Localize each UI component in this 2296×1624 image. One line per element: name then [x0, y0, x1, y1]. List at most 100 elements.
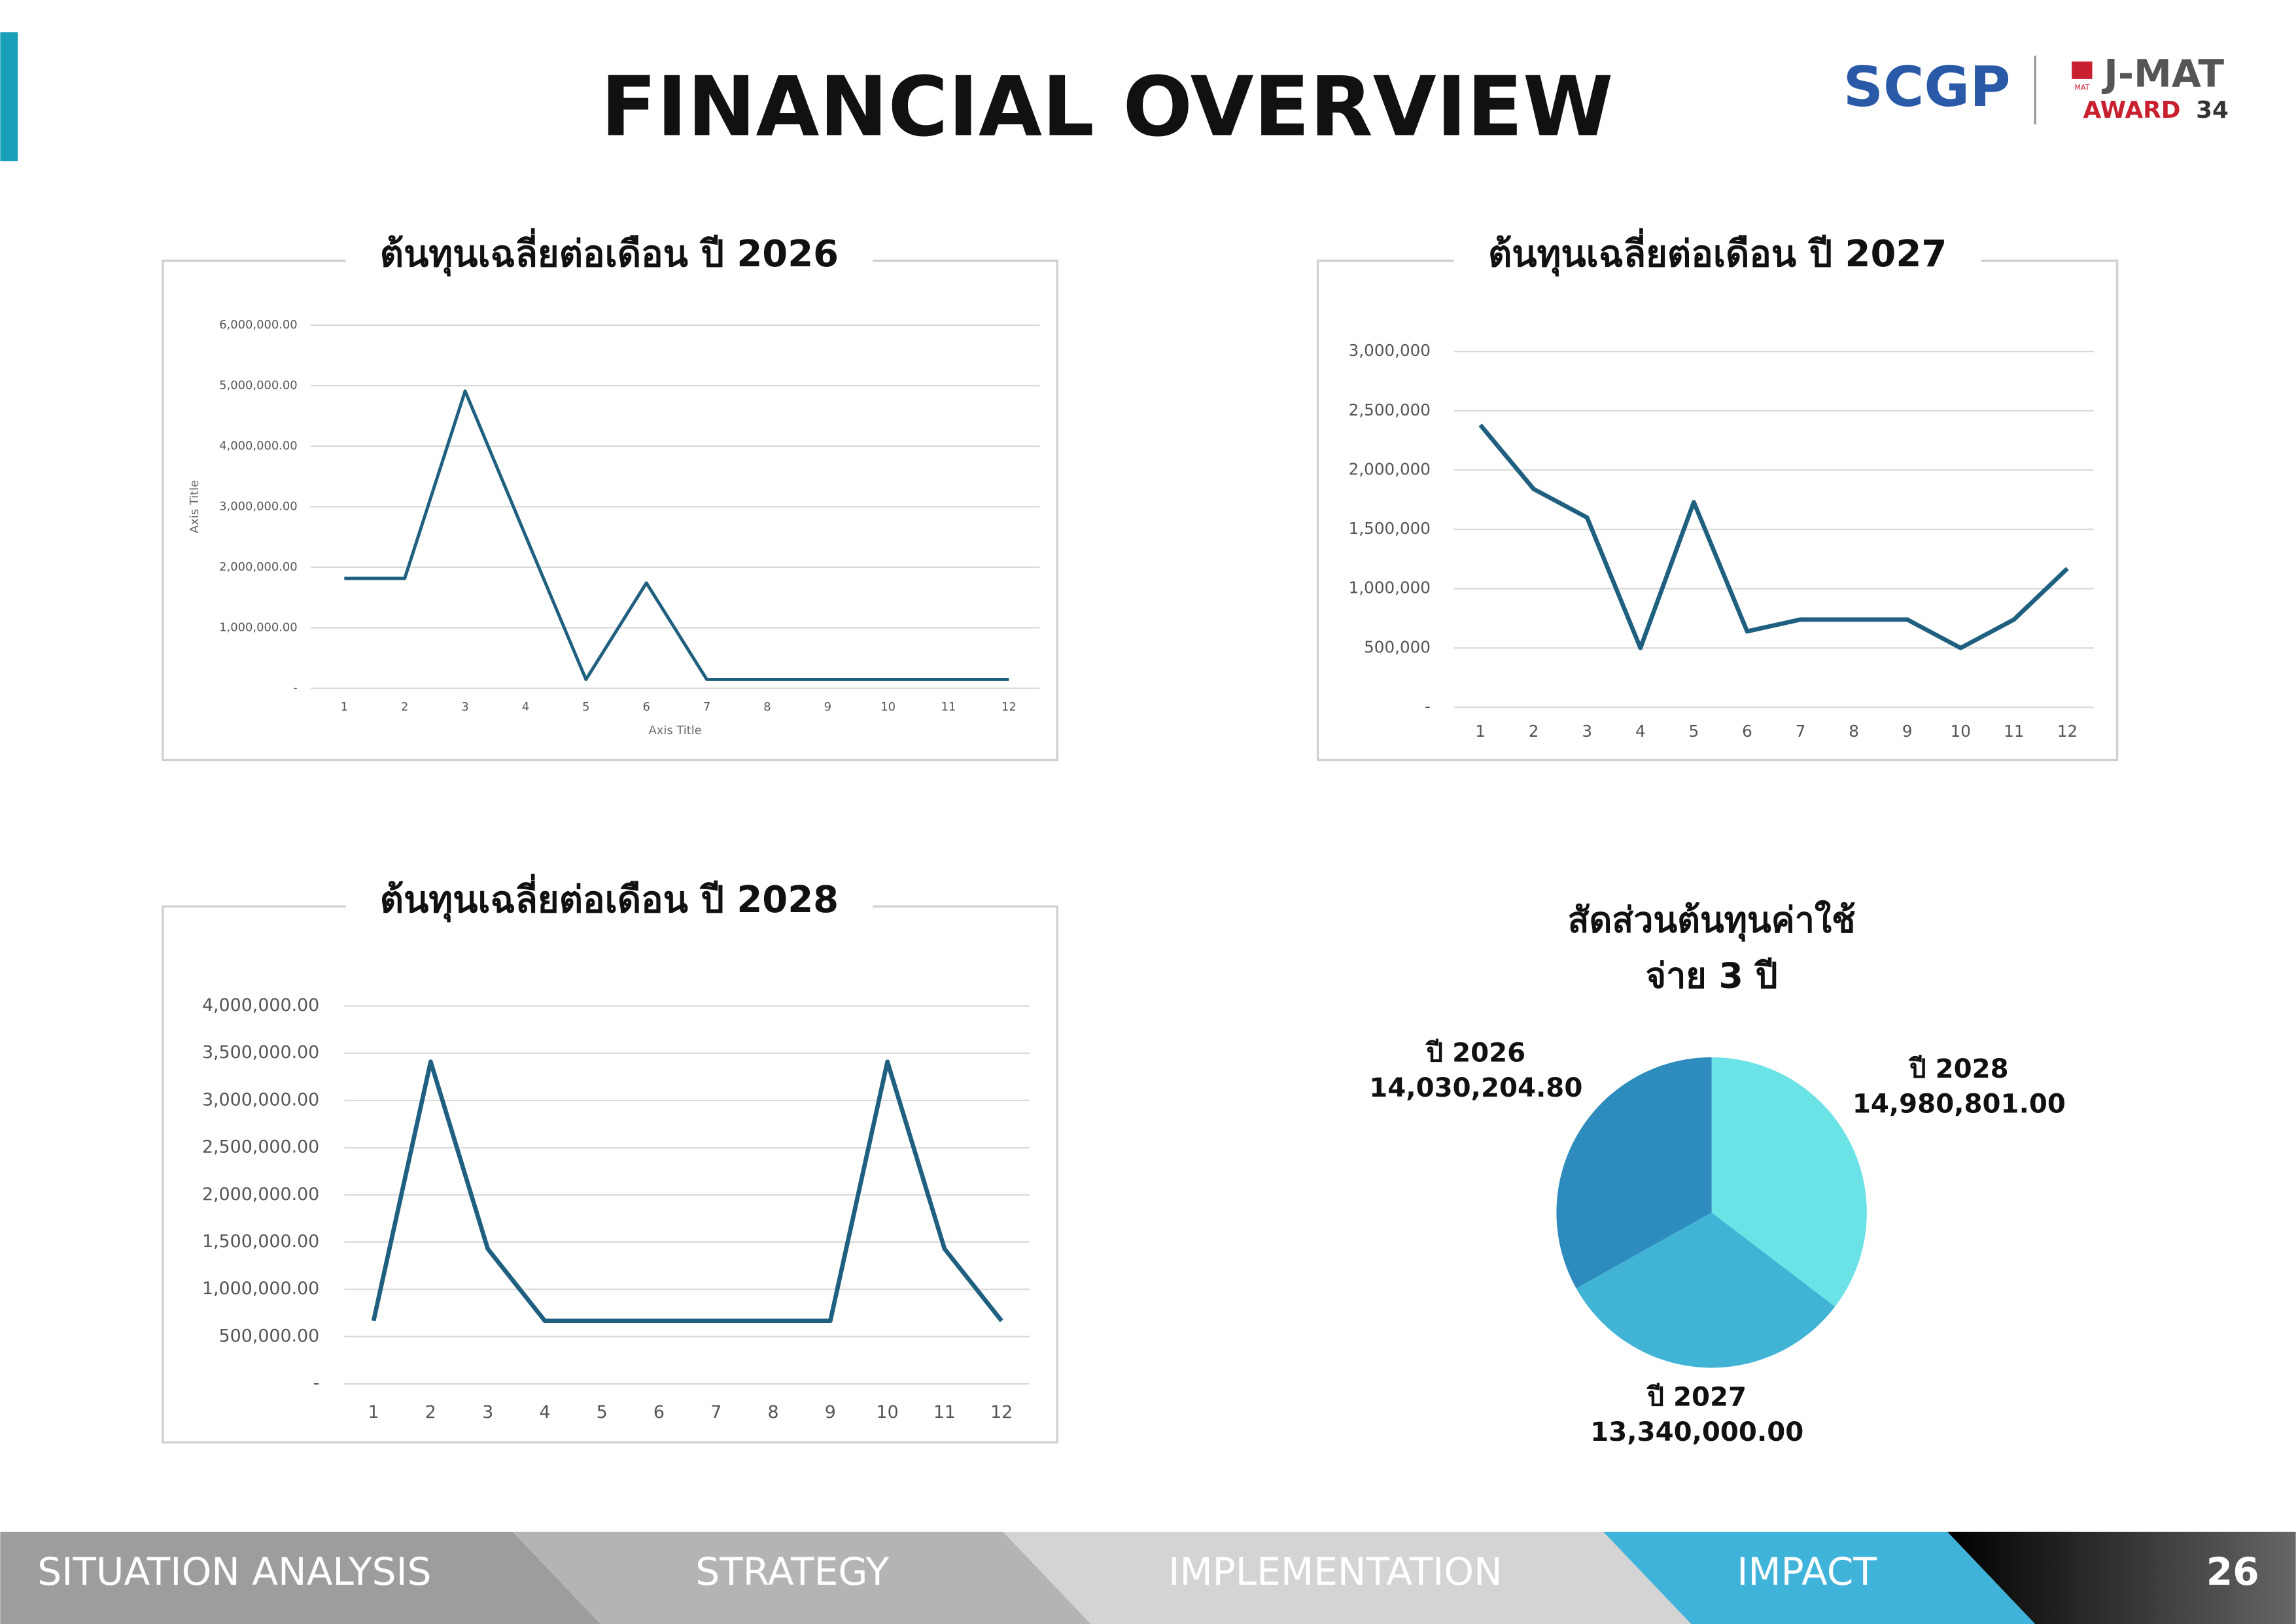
x-tick-label: 11	[933, 1402, 956, 1422]
slide-title: FINANCIAL OVERVIEW	[600, 60, 1613, 155]
y-tick-label: 2,000,000.00	[202, 1184, 319, 1205]
footer	[0, 1532, 2296, 1624]
logo-mat: MAT	[2074, 83, 2089, 92]
x-tick-label: 1	[341, 700, 348, 714]
x-tick-label: 8	[768, 1402, 779, 1422]
pie-value-label: 14,980,801.00	[1852, 1089, 2066, 1120]
x-tick-label: 6	[653, 1402, 665, 1422]
nav-item: STRATEGY	[695, 1549, 889, 1594]
pie-label: ปี 2027	[1646, 1382, 1747, 1412]
x-tick-label: 12	[2057, 722, 2078, 741]
x-tick-label: 11	[941, 700, 956, 714]
logo-scgp: SCGP	[1843, 55, 2011, 120]
footer-segment	[1603, 1532, 2036, 1624]
y-tick-label: 1,500,000.00	[202, 1231, 319, 1252]
y-tick-label: 4,000,000.00	[219, 439, 298, 453]
title-backdrop	[345, 240, 873, 281]
x-tick-label: 7	[703, 700, 710, 714]
x-tick-label: 5	[597, 1402, 608, 1422]
x-tick-label: 5	[582, 700, 589, 714]
chart-title: ต้นทุนเฉลี่ยต่อเดือน ปี 2026	[380, 228, 839, 277]
y-tick-label: 1,000,000.00	[219, 620, 298, 634]
pie-value-label: 14,030,204.80	[1369, 1073, 1582, 1103]
data-line	[344, 389, 1009, 681]
y-tick-label: 5,000,000.00	[219, 378, 298, 392]
y-tick-label: -	[313, 1373, 320, 1393]
x-tick-label: 4	[539, 1402, 550, 1422]
nav-item: IMPLEMENTATION	[1168, 1549, 1502, 1594]
chart-title: จ่าย 3 ปี	[1646, 955, 1778, 997]
y-tick-label: 500,000.00	[219, 1326, 320, 1346]
x-tick-label: 12	[1001, 700, 1017, 714]
chart-title: สัดส่วนต้นทุนค่าใช้	[1568, 900, 1856, 942]
page-number: 26	[2206, 1549, 2259, 1594]
y-tick-label: -	[1425, 697, 1431, 716]
y-tick-label: 4,000,000.00	[202, 995, 319, 1015]
x-tick-label: 2	[401, 700, 408, 714]
x-tick-label: 12	[990, 1402, 1013, 1422]
footer-segment	[1003, 1532, 1692, 1624]
x-tick-label: 3	[482, 1402, 493, 1422]
logo-award: AWARD	[2083, 97, 2180, 124]
y-tick-label: 3,000,000.00	[202, 1089, 319, 1110]
x-tick-label: 7	[1796, 722, 1806, 741]
x-tick-label: 5	[1689, 722, 1699, 741]
accent-bar	[0, 32, 18, 162]
chart-title: ต้นทุนเฉลี่ยต่อเดือน ปี 2027	[1488, 228, 1947, 277]
y-tick-label: 6,000,000.00	[219, 318, 298, 332]
x-tick-label: 9	[1902, 722, 1913, 741]
title-backdrop	[345, 886, 873, 927]
x-tick-label: 8	[763, 700, 771, 714]
y-tick-label: 2,500,000.00	[202, 1137, 319, 1157]
y-tick-label: 500,000	[1364, 637, 1431, 656]
data-line	[371, 1059, 1003, 1324]
x-tick-label: 3	[1582, 722, 1592, 741]
y-tick-label: 3,000,000	[1349, 341, 1431, 360]
pie-label: ปี 2028	[1909, 1054, 2009, 1084]
nav-item: IMPACT	[1737, 1549, 1877, 1594]
footer-segment	[0, 1532, 600, 1624]
title-backdrop	[1453, 240, 1981, 281]
y-tick-label: -	[293, 681, 297, 695]
x-tick-label: 10	[877, 1402, 899, 1422]
y-tick-label: 3,500,000.00	[202, 1042, 319, 1063]
x-tick-label: 2	[1529, 722, 1539, 741]
x-tick-label: 8	[1849, 722, 1859, 741]
pie-slice	[1556, 1057, 1712, 1289]
x-tick-label: 9	[824, 700, 831, 714]
y-tick-label: 1,500,000	[1349, 519, 1431, 538]
pie-slice	[1576, 1212, 1835, 1368]
logo-jmat: J-MAT	[2101, 51, 2224, 96]
x-tick-label: 10	[1951, 722, 1971, 741]
x-tick-label: 2	[425, 1402, 436, 1422]
footer-segment	[512, 1532, 1091, 1624]
x-tick-label: 4	[1635, 722, 1646, 741]
y-tick-label: 2,000,000	[1349, 459, 1431, 478]
y-tick-label: 2,000,000.00	[219, 560, 298, 574]
x-tick-label: 10	[880, 700, 896, 714]
x-tick-label: 9	[825, 1402, 836, 1422]
y-tick-label: 2,500,000	[1349, 400, 1431, 419]
x-tick-label: 3	[461, 700, 468, 714]
logo-icon	[2072, 61, 2093, 79]
x-axis-title: Axis Title	[649, 724, 702, 737]
y-tick-label: 1,000,000	[1349, 578, 1431, 597]
footer-segment	[1947, 1532, 2296, 1624]
x-tick-label: 1	[368, 1402, 379, 1422]
x-tick-label: 6	[642, 700, 650, 714]
chart-title: ต้นทุนเฉลี่ยต่อเดือน ปี 2028	[380, 874, 839, 923]
x-tick-label: 1	[1475, 722, 1486, 741]
y-axis-title: Axis Title	[188, 480, 201, 533]
data-line	[1478, 423, 2069, 650]
logo-award-number: 34	[2196, 97, 2229, 124]
y-tick-label: 3,000,000.00	[219, 499, 298, 513]
x-tick-label: 4	[522, 700, 529, 714]
x-tick-label: 11	[2004, 722, 2024, 741]
nav-item: SITUATION ANALYSIS	[37, 1549, 431, 1594]
pie-label: ปี 2026	[1425, 1038, 1525, 1068]
pie-slice	[1711, 1057, 1867, 1307]
x-tick-label: 7	[710, 1402, 722, 1422]
y-tick-label: 1,000,000.00	[202, 1279, 319, 1299]
